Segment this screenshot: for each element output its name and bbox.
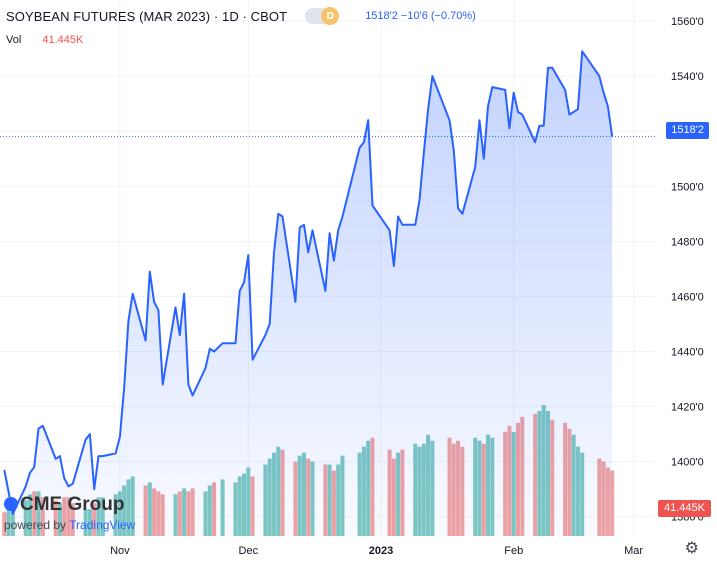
price-area-fill (4, 51, 613, 537)
cme-name: CME Group (20, 494, 125, 515)
interval-toggle[interactable]: D (305, 7, 340, 25)
y-tick-label: 1480'0 (671, 236, 704, 248)
y-tick-label: 1440'0 (671, 346, 704, 358)
x-tick-label: Feb (504, 545, 523, 557)
volume-legend: Vol 41.445K (6, 34, 83, 46)
cme-wordmark: CME Group (4, 494, 135, 516)
interval-toggle-knob[interactable]: D (321, 7, 340, 25)
cme-globe-icon (4, 497, 18, 511)
volume-label: Vol (6, 34, 22, 46)
y-tick-label: 1420'0 (671, 402, 704, 414)
chart-title: SOYBEAN FUTURES (MAR 2023) · 1D · CBOT (6, 8, 288, 24)
last-price-tag: 1518'2 (666, 122, 709, 139)
tradingview-brand[interactable]: TradingView (69, 518, 136, 532)
powered-prefix: powered by (4, 518, 67, 532)
y-tick-label: 1500'0 (671, 181, 704, 193)
x-tick-label: 2023 (369, 545, 393, 557)
x-tick-label: Dec (239, 545, 259, 557)
y-tick-label: 1560'0 (671, 16, 704, 28)
x-tick-label: Mar (624, 545, 643, 557)
y-tick-label: 1540'0 (671, 71, 704, 83)
x-tick-label: Nov (110, 545, 130, 557)
price-quote: 1518'2 −10'6 (−0.70%) (365, 10, 476, 22)
gear-icon[interactable]: ⚙ (684, 540, 699, 557)
price-line (3, 50, 614, 515)
volume-bar (2, 512, 7, 536)
y-tick-label: 1460'0 (671, 291, 704, 303)
powered-by[interactable]: powered by TradingView (4, 518, 135, 532)
chart-legend: SOYBEAN FUTURES (MAR 2023) · 1D · CBOT D… (6, 7, 476, 25)
y-tick-label: 1400'0 (671, 457, 704, 469)
last-volume-tag: 41.445K (658, 500, 711, 517)
cme-logo[interactable]: CME Group powered by TradingView (4, 494, 135, 532)
volume-value: 41.445K (42, 34, 84, 46)
price-area (0, 50, 655, 537)
